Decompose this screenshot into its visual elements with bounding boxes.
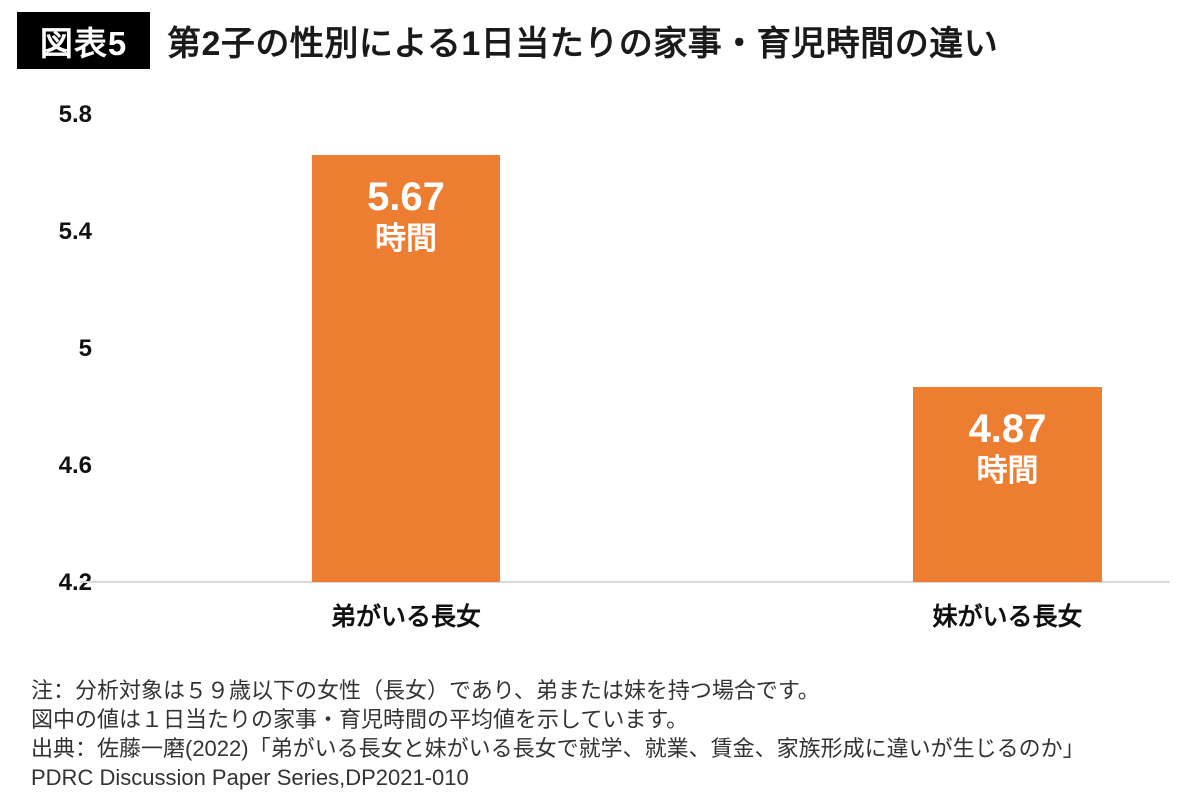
source-line-2: PDRC Discussion Paper Series,DP2021-010 (31, 765, 469, 790)
source-line-1: 出典：佐藤一磨(2022)「弟がいる長女と妹がいる長女で就学、就業、賃金、家族形… (31, 736, 1085, 761)
bar-sister-with-younger-sister: 4.87 時間 (913, 387, 1102, 582)
x-category-label-2: 妹がいる長女 (932, 603, 1083, 631)
y-axis-tick-4.6: 4.6 (58, 452, 92, 479)
y-axis-tick-5.4: 5.4 (58, 218, 92, 245)
x-axis-line (80, 581, 1170, 583)
note-line-1: 注：分析対象は５９歳以下の女性（長女）であり、弟または妹を持つ場合です。 (31, 678, 820, 703)
footnotes: 注：分析対象は５９歳以下の女性（長女）であり、弟または妹を持つ場合です。 図中の… (31, 676, 1180, 792)
figure-badge: 図表5 (17, 12, 150, 69)
y-axis-tick-5: 5 (78, 335, 92, 362)
figure-title: 第2子の性別による1日当たりの家事・育児時間の違い (167, 25, 999, 63)
y-axis-tick-4.2: 4.2 (58, 569, 92, 596)
bar-label-group: 4.87 時間 (913, 387, 1102, 582)
bar-label-group: 5.67 時間 (312, 155, 500, 582)
bar-sister-with-younger-brother: 5.67 時間 (312, 155, 500, 582)
x-category-label-1: 弟がいる長女 (330, 603, 481, 631)
bar-unit-label: 時間 (375, 221, 437, 256)
bar-value-label: 4.87 (968, 407, 1047, 451)
y-axis-tick-5.8: 5.8 (58, 101, 92, 128)
note-line-2: 図中の値は１日当たりの家事・育児時間の平均値を示しています。 (31, 707, 689, 732)
bar-unit-label: 時間 (976, 453, 1039, 488)
bar-value-label: 5.67 (367, 175, 445, 219)
